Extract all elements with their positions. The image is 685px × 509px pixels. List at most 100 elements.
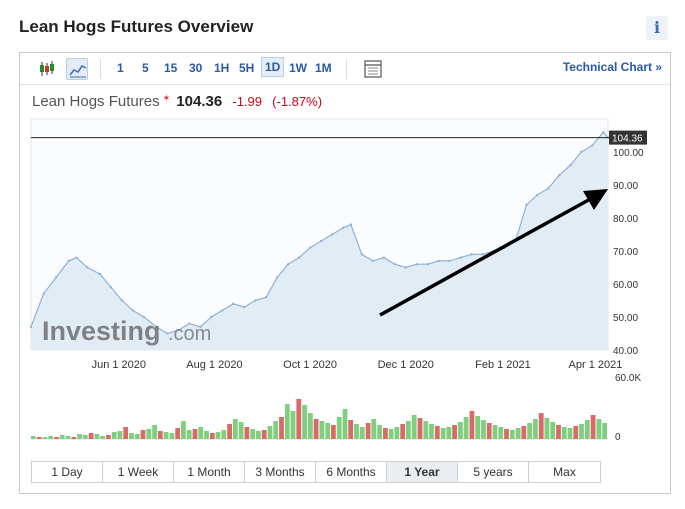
- timeframe-1m[interactable]: 1M: [315, 61, 332, 75]
- range-max[interactable]: Max: [529, 462, 600, 482]
- price-point: [254, 299, 257, 302]
- volume-bar: [140, 430, 146, 439]
- x-tick-label: Apr 1 2021: [569, 359, 623, 371]
- price-point: [29, 325, 33, 329]
- volume-bar: [204, 431, 209, 439]
- range-1-day[interactable]: 1 Day: [32, 462, 103, 482]
- volume-bar: [198, 427, 204, 439]
- price-point: [558, 173, 561, 177]
- watermark-com: .com: [168, 323, 211, 345]
- last-price-tag-label: 104.36: [612, 134, 643, 145]
- volume-bar: [406, 421, 411, 439]
- x-tick-label: Oct 1 2020: [283, 359, 337, 371]
- price-point: [166, 332, 169, 335]
- volume-bar: [440, 428, 446, 439]
- volume-bar: [192, 429, 198, 439]
- chart-toolbar: 1 5 15 30 1H 5H 1D 1W 1M Technical Chart…: [20, 53, 670, 85]
- volume-bar: [567, 428, 573, 439]
- volume-bar: [42, 437, 48, 439]
- price-point: [98, 272, 102, 276]
- timeframe-1h[interactable]: 1H: [214, 61, 230, 75]
- volume-bar: [290, 411, 296, 439]
- watermark-investing: Investing: [42, 316, 161, 346]
- timeframe-1w[interactable]: 1W: [289, 61, 307, 75]
- price-point: [308, 246, 312, 249]
- x-tick-label: Feb 1 2021: [475, 359, 531, 371]
- info-icon[interactable]: i: [646, 16, 668, 40]
- volume-bar: [36, 437, 42, 439]
- volume-bar: [469, 411, 475, 439]
- price-point: [591, 144, 594, 147]
- volume-bar: [561, 427, 567, 439]
- volume-bar: [261, 430, 267, 439]
- toolbar-separator: [100, 59, 101, 79]
- range-1-month[interactable]: 1 Month: [174, 462, 245, 482]
- volume-bar: [152, 425, 157, 439]
- volume-bar: [509, 430, 515, 439]
- price-point: [232, 302, 235, 305]
- price-point: [536, 193, 539, 197]
- price-point: [221, 309, 224, 312]
- volume-bar: [336, 417, 342, 439]
- volume-bar: [463, 417, 469, 439]
- y-tick-label: 40.00: [613, 346, 638, 357]
- volume-tick-label: 60.0K: [615, 373, 641, 384]
- price-chart[interactable]: 104.36 100.00 90.00 80.00 70.00 60.00 50.00 40.…: [20, 117, 670, 457]
- timeframe-5h[interactable]: 5H: [239, 61, 255, 75]
- area-chart-icon[interactable]: [66, 58, 88, 80]
- price-change-percent: (-1.87%): [272, 94, 323, 109]
- price-point: [371, 259, 374, 263]
- volume-bar: [342, 409, 348, 439]
- range-1-week[interactable]: 1 Week: [103, 462, 174, 482]
- price-point: [210, 315, 213, 319]
- volume-bar: [371, 419, 377, 439]
- price-point: [459, 256, 462, 259]
- volume-bar: [169, 433, 175, 439]
- volume-bar: [417, 418, 423, 439]
- volume-bar: [163, 432, 169, 439]
- range-5-years[interactable]: 5 years: [458, 462, 529, 482]
- price-point: [155, 325, 158, 329]
- volume-bar: [452, 425, 457, 439]
- volume-bar: [256, 431, 261, 439]
- price-point: [349, 223, 353, 226]
- timeframe-15[interactable]: 15: [164, 61, 178, 75]
- volume-bar: [181, 421, 186, 439]
- volume-bar: [232, 419, 238, 439]
- volume-bar: [244, 427, 250, 439]
- range-3-months[interactable]: 3 Months: [245, 462, 316, 482]
- timeframe-30[interactable]: 30: [189, 61, 203, 75]
- volume-bar: [325, 423, 331, 439]
- volume-bar: [584, 420, 590, 439]
- price-point: [319, 239, 323, 243]
- candlestick-chart-icon[interactable]: [36, 58, 58, 80]
- volume-bar: [186, 430, 192, 439]
- volume-bar: [129, 433, 134, 439]
- volume-bar: [31, 436, 36, 439]
- timeframe-1[interactable]: 1: [117, 61, 124, 75]
- volume-bar: [573, 426, 579, 439]
- volume-bar: [157, 431, 163, 439]
- volume-bar: [538, 413, 544, 439]
- timeframe-5[interactable]: 5: [142, 61, 149, 75]
- volume-bar: [279, 417, 284, 439]
- data-table-icon[interactable]: [362, 58, 384, 80]
- volume-bar: [106, 435, 111, 439]
- volume-bar: [429, 424, 434, 439]
- volume-bar: [486, 423, 492, 439]
- toolbar-separator: [346, 59, 347, 79]
- volume-bar: [319, 421, 325, 439]
- range-1-year[interactable]: 1 Year: [387, 462, 458, 482]
- price-point: [382, 256, 385, 259]
- range-6-months[interactable]: 6 Months: [316, 462, 387, 482]
- volume-bar: [475, 416, 481, 439]
- timeframe-1d[interactable]: 1D: [261, 57, 285, 77]
- technical-chart-link[interactable]: Technical Chart »: [562, 60, 662, 74]
- volume-bar: [515, 428, 521, 439]
- price-point: [404, 266, 407, 269]
- y-tick-label: 90.00: [613, 181, 638, 192]
- volume-bar: [238, 422, 244, 439]
- price-line: [30, 131, 609, 335]
- price-point: [393, 263, 396, 266]
- volume-bar: [383, 428, 388, 439]
